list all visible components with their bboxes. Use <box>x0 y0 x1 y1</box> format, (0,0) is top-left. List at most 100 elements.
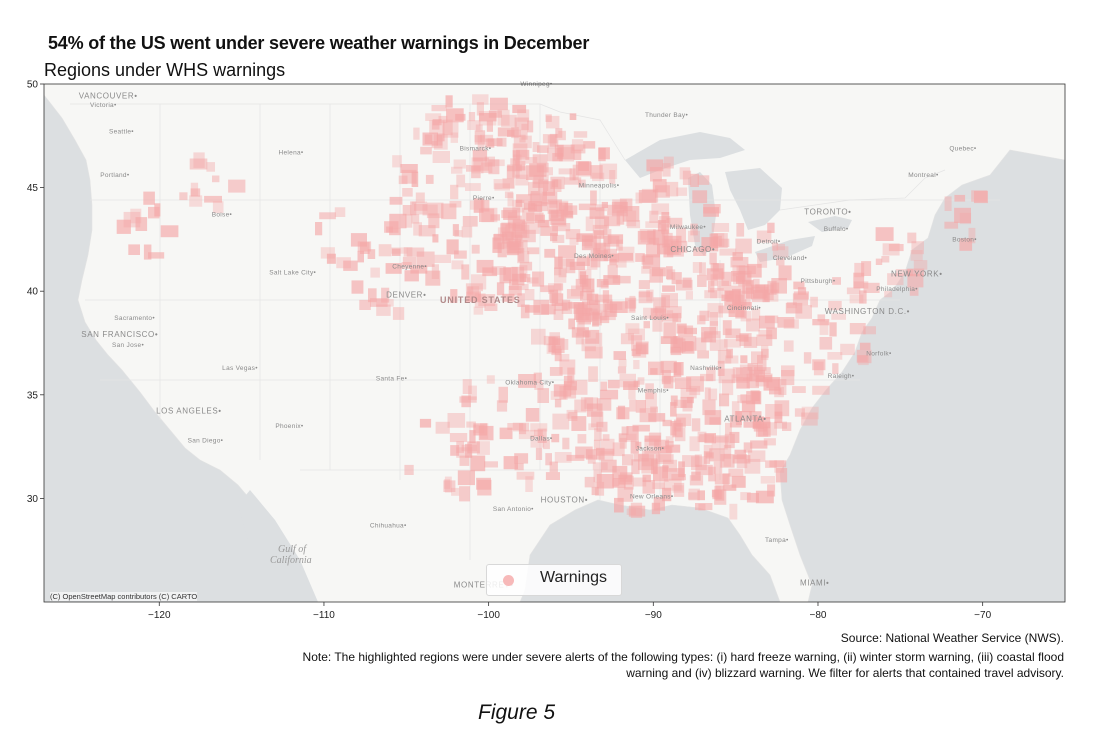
warning-region <box>680 396 693 408</box>
warning-region <box>660 360 677 373</box>
warning-region <box>742 279 754 294</box>
warning-region <box>853 272 865 289</box>
city-label: Oklahoma City• <box>505 379 555 386</box>
warning-region <box>447 413 466 428</box>
city-label: Pittsburgh• <box>801 278 836 285</box>
warning-region <box>665 436 674 444</box>
warning-region <box>607 204 623 216</box>
warning-region <box>471 166 481 179</box>
warning-region <box>568 318 575 330</box>
warning-region <box>646 243 660 258</box>
warning-region <box>551 433 560 443</box>
warning-region <box>582 239 593 247</box>
warning-region <box>646 159 664 172</box>
warning-region <box>518 374 536 388</box>
warning-region <box>627 220 641 229</box>
warning-region <box>580 290 593 301</box>
warning-region <box>564 177 582 185</box>
warning-region <box>875 227 894 241</box>
warning-region <box>913 260 928 270</box>
warning-region <box>774 421 787 429</box>
warning-region <box>537 220 550 228</box>
warning-region <box>462 216 478 227</box>
city-label: Norfolk• <box>866 350 892 357</box>
warning-region <box>609 170 616 184</box>
warning-region <box>887 273 904 286</box>
warning-region <box>617 366 627 374</box>
warning-region <box>467 286 474 295</box>
warning-region <box>459 396 477 403</box>
warning-region <box>519 134 526 143</box>
warning-region <box>445 95 453 108</box>
warning-region <box>625 297 637 309</box>
city-label: Boise• <box>212 212 233 219</box>
warning-region <box>652 482 665 490</box>
warning-region <box>736 265 750 275</box>
warning-region <box>549 133 559 147</box>
warning-region <box>615 260 627 268</box>
warning-region <box>715 435 729 443</box>
warning-region <box>592 462 608 470</box>
city-label: Portland• <box>100 172 130 179</box>
warning-region <box>532 271 545 287</box>
warning-region <box>461 226 473 238</box>
warning-region <box>763 377 781 391</box>
warning-region <box>626 508 637 515</box>
warning-region <box>705 452 714 459</box>
warning-region <box>776 258 785 266</box>
warning-region <box>776 243 785 251</box>
warning-region <box>521 123 528 140</box>
city-label: Thunder Bay• <box>645 112 689 119</box>
warning-region <box>517 284 529 291</box>
warning-region <box>578 203 596 211</box>
warning-region <box>756 334 773 346</box>
warning-region <box>425 270 441 286</box>
warning-region <box>641 255 654 265</box>
warning-region <box>526 277 539 284</box>
city-label: Raleigh• <box>828 373 855 380</box>
gulf-label-line2: California <box>270 555 312 566</box>
warning-region <box>350 233 367 247</box>
warning-region <box>570 144 586 154</box>
warning-region <box>692 190 708 204</box>
plot-frame <box>43 83 1066 603</box>
warning-region <box>545 453 552 466</box>
warning-region <box>638 291 653 304</box>
warning-region <box>641 266 651 274</box>
warning-region <box>578 179 586 188</box>
warning-region <box>401 169 417 184</box>
city-label: Detroit• <box>757 239 781 246</box>
warning-region <box>575 332 584 345</box>
warning-region <box>584 397 598 409</box>
warning-region <box>577 318 585 333</box>
warning-region <box>676 417 686 428</box>
city-label: Nashville• <box>690 365 722 372</box>
warning-region <box>466 291 481 303</box>
warning-region <box>623 475 634 490</box>
warning-region <box>661 212 670 224</box>
warning-region <box>511 224 530 239</box>
warning-region <box>831 313 846 320</box>
warning-region <box>431 141 443 149</box>
city-label: Cincinnati• <box>727 305 762 312</box>
warning-region <box>525 305 541 313</box>
warning-region <box>723 453 731 467</box>
warning-region <box>502 231 514 244</box>
city-label: Memphis• <box>638 388 669 395</box>
city-label: Las Vegas• <box>222 365 258 372</box>
warning-region <box>650 368 658 375</box>
warning-region <box>635 441 642 449</box>
warning-region <box>490 97 508 111</box>
warning-region <box>552 234 565 243</box>
warning-region <box>688 230 700 243</box>
warning-region <box>680 388 697 399</box>
warning-region <box>424 134 433 144</box>
warning-region <box>507 129 522 137</box>
warning-region <box>596 474 614 489</box>
warning-region <box>718 368 735 384</box>
warning-region <box>659 446 673 454</box>
warning-region <box>703 204 721 214</box>
warning-region <box>603 275 621 285</box>
warning-region <box>812 319 830 326</box>
warning-region <box>574 399 587 413</box>
